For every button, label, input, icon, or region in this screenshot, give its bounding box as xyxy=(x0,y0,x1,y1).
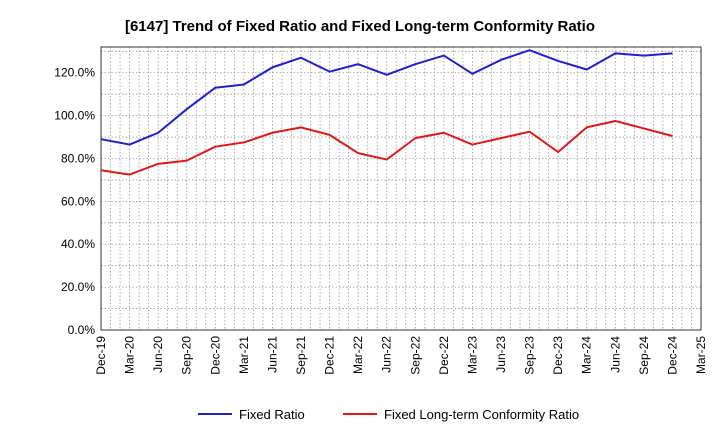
fixed-long-term-conformity-ratio-line xyxy=(100,119,673,176)
axes xyxy=(100,46,702,331)
x-tick-label: Sep-24 xyxy=(637,336,651,375)
x-tick-label: Jun-24 xyxy=(608,336,622,373)
chart-title: [6147] Trend of Fixed Ratio and Fixed Lo… xyxy=(125,18,595,35)
x-tick-label: Sep-20 xyxy=(180,336,194,375)
y-tick-label: 0.0% xyxy=(68,323,96,337)
x-tick-label: Mar-24 xyxy=(580,336,594,374)
x-tick-label: Jun-23 xyxy=(494,336,508,373)
x-tick-label: Jun-20 xyxy=(151,336,165,373)
x-tick-label: Mar-22 xyxy=(351,336,365,374)
x-tick-label: Dec-19 xyxy=(94,336,108,375)
x-tick-label: Dec-20 xyxy=(208,336,222,375)
plot-frame xyxy=(100,46,702,331)
x-tick-label: Dec-21 xyxy=(323,336,337,375)
fixed-ratio-legend-label: Fixed Ratio xyxy=(239,407,305,422)
x-tick-label: Mar-25 xyxy=(694,336,708,374)
x-tick-label: Dec-24 xyxy=(665,336,679,375)
series-lines xyxy=(100,49,673,176)
grid-lines xyxy=(101,47,702,330)
x-tick-label: Sep-22 xyxy=(408,336,422,375)
x-tick-label: Mar-21 xyxy=(237,336,251,374)
y-tick-label: 40.0% xyxy=(61,237,95,251)
y-tick-label: 80.0% xyxy=(61,151,95,165)
x-tick-label: Sep-23 xyxy=(523,336,537,375)
x-tick-label: Mar-20 xyxy=(123,336,137,374)
x-tick-label: Dec-22 xyxy=(437,336,451,375)
x-tick-label: Jun-21 xyxy=(265,336,279,373)
x-tick-label: Dec-23 xyxy=(551,336,565,375)
legend: Fixed Ratio Fixed Long-term Conformity Ra… xyxy=(198,407,579,422)
x-tick-labels: Dec-19 Mar-20 Jun-20 Sep-20 Dec-20 Mar-21 Jun-… xyxy=(94,336,708,375)
x-tick-label: Mar-23 xyxy=(465,336,479,374)
x-tick-label: Jun-22 xyxy=(380,336,394,373)
y-tick-label: 20.0% xyxy=(61,280,95,294)
x-tick-label: Sep-21 xyxy=(294,336,308,375)
y-tick-label: 100.0% xyxy=(54,109,95,123)
y-tick-label: 60.0% xyxy=(61,194,95,208)
fixed-long-term-conformity-ratio-legend-label: Fixed Long-term Conformity Ratio xyxy=(384,407,579,422)
y-tick-label: 120.0% xyxy=(54,66,95,80)
y-tick-labels: 0.0% 20.0% 40.0% 60.0% 80.0% 100.0% 120.0% xyxy=(54,66,95,337)
fixed-ratio-line xyxy=(100,49,673,146)
